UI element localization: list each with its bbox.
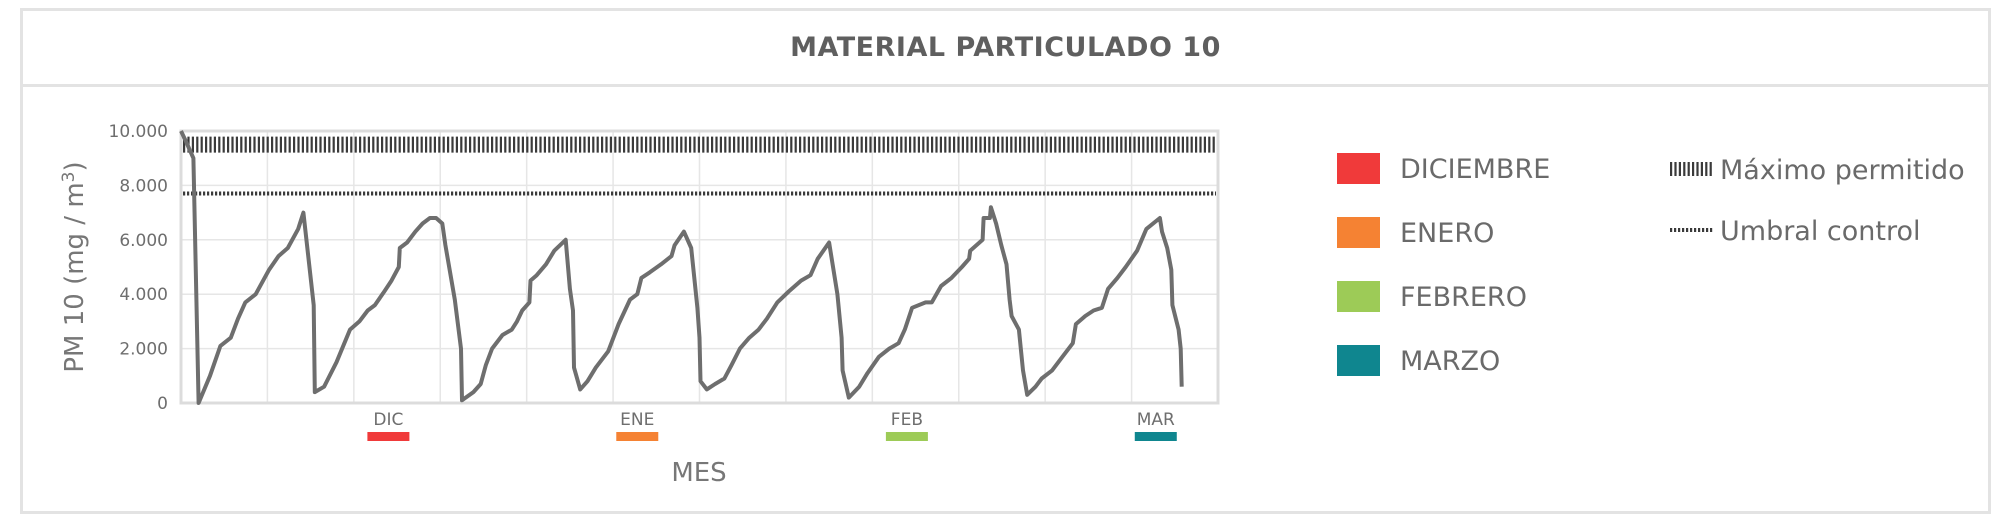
- x-month-label: ENE: [620, 410, 654, 430]
- legend-label: DICIEMBRE: [1400, 154, 1550, 185]
- x-month-label: DIC: [373, 410, 403, 430]
- legend-label: ENERO: [1400, 218, 1494, 249]
- title-bar: MATERIAL PARTICULADO 10: [23, 11, 1988, 87]
- y-tick-label: 0: [157, 394, 168, 414]
- chart-title: MATERIAL PARTICULADO 10: [790, 32, 1221, 63]
- x-month-label: MAR: [1137, 410, 1175, 430]
- y-tick-label: 6.000: [119, 231, 168, 251]
- legend-line-label: Umbral control: [1720, 216, 1921, 247]
- legend-label: MARZO: [1400, 346, 1500, 377]
- legend-swatch: [1337, 217, 1380, 248]
- x-month-marker: [616, 432, 659, 441]
- pm10-series-line: [179, 130, 1184, 405]
- legend-swatch: [1337, 345, 1380, 376]
- x-month-label: FEB: [891, 410, 923, 430]
- x-month-marker: [367, 432, 410, 441]
- plot-border: [179, 129, 1220, 405]
- y-axis-title: PM 10 (mg / m3): [59, 161, 90, 372]
- legend-swatch: [1337, 281, 1380, 312]
- y-tick-label: 10.000: [109, 122, 168, 142]
- y-tick-label: 4.000: [119, 285, 168, 305]
- legend-swatch: [1337, 153, 1380, 184]
- x-month-marker: [1134, 432, 1177, 441]
- legend-label: FEBRERO: [1400, 282, 1527, 313]
- x-month-marker: [885, 432, 928, 441]
- x-axis-title: MES: [671, 458, 726, 488]
- y-tick-label: 2.000: [119, 340, 168, 360]
- y-tick-label: 8.000: [119, 176, 168, 196]
- legend-line-label: Máximo permitido: [1720, 155, 1965, 186]
